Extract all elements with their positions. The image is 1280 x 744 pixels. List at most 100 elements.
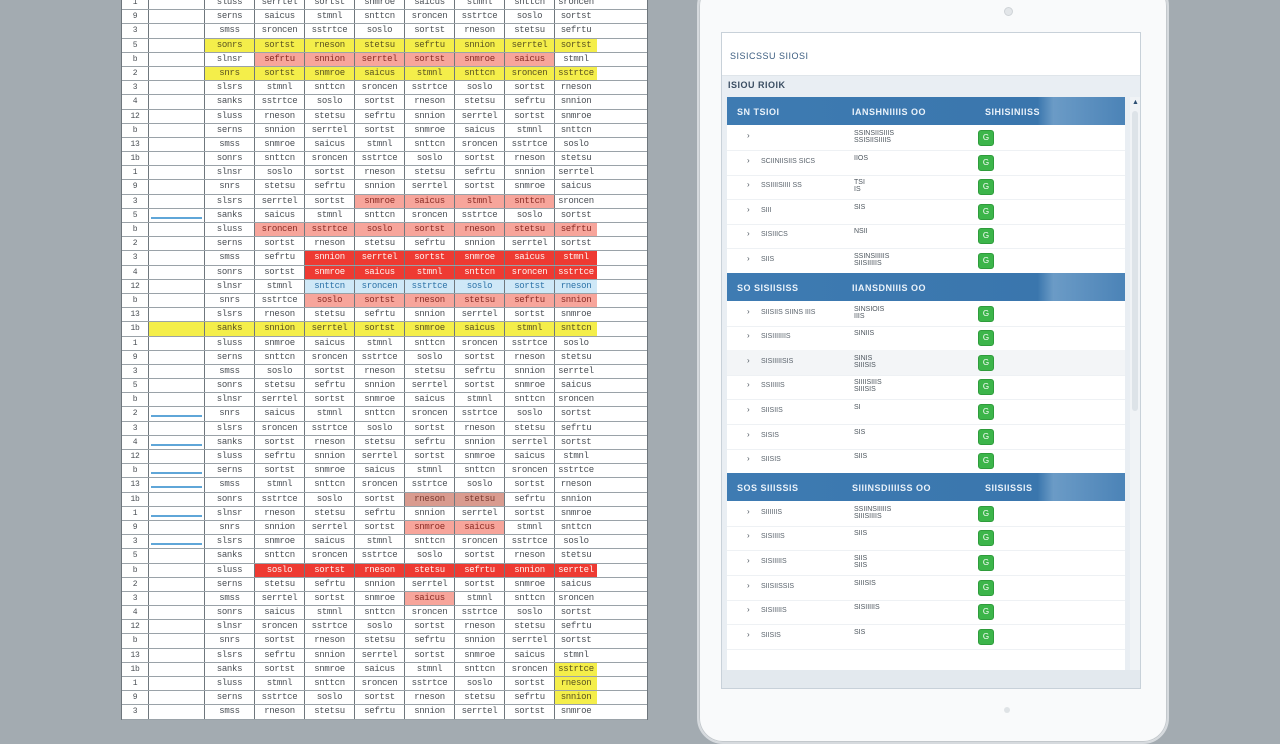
sheet-cell[interactable]: stmnl [405,464,455,477]
sheet-cell[interactable]: sefrtu [255,251,305,264]
sheet-cell[interactable] [149,521,205,534]
sheet-cell[interactable]: snrs [205,634,255,647]
sheet-cell[interactable]: sortst [255,663,305,676]
sheet-cell[interactable] [149,53,205,66]
sheet-cell[interactable]: 13 [122,649,149,662]
sheet-cell[interactable]: soslo [455,677,505,690]
sheet-cell[interactable]: sortst [505,308,555,321]
sheet-cell[interactable]: sortst [355,521,405,534]
sheet-cell[interactable]: stmnl [255,478,305,491]
status-badge-icon[interactable]: G [978,379,994,395]
sheet-cell[interactable] [149,705,205,718]
sheet-cell[interactable]: snrs [205,67,255,80]
sheet-cell[interactable] [149,95,205,108]
sheet-cell[interactable] [149,379,205,392]
sheet-cell[interactable] [149,152,205,165]
sheet-cell[interactable]: snttcn [305,280,355,293]
sheet-cell[interactable]: saicus [255,606,305,619]
sheet-cell[interactable]: serrtel [555,564,597,577]
sheet-cell[interactable]: snmroe [455,649,505,662]
sheet-cell[interactable]: snttcn [505,0,555,9]
sheet-cell[interactable]: rneson [305,436,355,449]
sheet-cell[interactable]: snnion [505,166,555,179]
sheet-cell[interactable]: 1 [122,166,149,179]
sheet-cell[interactable]: sortst [255,39,305,52]
chevron-right-icon[interactable]: › [747,156,750,165]
chevron-right-icon[interactable]: › [747,430,750,439]
sheet-cell[interactable] [149,407,205,420]
sheet-cell[interactable]: snnion [255,521,305,534]
sheet-cell[interactable]: stmnl [555,649,597,662]
status-badge-icon[interactable]: G [978,404,994,420]
sheet-cell[interactable]: stmnl [305,10,355,23]
sheet-cell[interactable]: serns [205,691,255,704]
sheet-cell[interactable]: rneson [505,152,555,165]
status-badge-icon[interactable]: G [978,453,994,469]
status-badge-icon[interactable]: G [978,155,994,171]
sheet-cell[interactable]: snttcn [505,592,555,605]
sheet-cell[interactable]: serrtel [455,705,505,718]
sheet-cell[interactable]: snnion [405,507,455,520]
sheet-cell[interactable]: sefrtu [505,493,555,506]
sheet-cell[interactable] [149,280,205,293]
status-badge-icon[interactable]: G [978,580,994,596]
sheet-cell[interactable]: soslo [405,549,455,562]
status-badge-icon[interactable]: G [978,555,994,571]
sheet-cell[interactable]: serns [205,464,255,477]
sheet-cell[interactable]: stmnl [405,67,455,80]
sheet-cell[interactable] [149,663,205,676]
sheet-cell[interactable]: sroncen [305,152,355,165]
sheet-cell[interactable]: sluss [205,677,255,690]
sheet-cell[interactable]: 2 [122,67,149,80]
sheet-cell[interactable]: rneson [505,549,555,562]
sheet-cell[interactable]: snnion [305,251,355,264]
sheet-cell[interactable]: serrtel [255,0,305,9]
sheet-cell[interactable]: rneson [255,308,305,321]
sheet-cell[interactable]: 1 [122,337,149,350]
sheet-cell[interactable]: sroncen [455,337,505,350]
sheet-cell[interactable]: saicus [405,393,455,406]
sheet-cell[interactable]: sstrtce [355,549,405,562]
sheet-cell[interactable]: sluss [205,337,255,350]
sheet-cell[interactable]: slnsr [205,620,255,633]
sheet-cell[interactable]: saicus [305,535,355,548]
sheet-cell[interactable]: soslo [305,294,355,307]
sheet-cell[interactable]: soslo [355,620,405,633]
sheet-cell[interactable]: sroncen [355,280,405,293]
sheet-cell[interactable]: snnion [355,180,405,193]
sheet-cell[interactable] [149,195,205,208]
sheet-cell[interactable]: saicus [455,124,505,137]
sheet-cell[interactable]: serrtel [355,649,405,662]
sheet-cell[interactable]: sortst [555,237,597,250]
sheet-cell[interactable]: 3 [122,422,149,435]
sheet-cell[interactable]: sluss [205,223,255,236]
sheet-cell[interactable]: rneson [455,24,505,37]
sheet-cell[interactable]: 12 [122,280,149,293]
sheet-cell[interactable]: sortst [505,507,555,520]
sheet-cell[interactable]: b [122,393,149,406]
sheet-cell[interactable]: sroncen [355,677,405,690]
sheet-cell[interactable]: sanks [205,663,255,676]
sheet-cell[interactable]: stetsu [355,634,405,647]
sheet-cell[interactable]: sefrtu [305,180,355,193]
sheet-cell[interactable]: snttcn [255,351,305,364]
sheet-cell[interactable]: soslo [305,691,355,704]
sheet-cell[interactable]: soslo [505,407,555,420]
sheet-cell[interactable] [149,450,205,463]
sheet-cell[interactable]: sortst [305,166,355,179]
sheet-cell[interactable] [149,578,205,591]
sheet-cell[interactable] [149,0,205,9]
sheet-cell[interactable]: snmroe [405,322,455,335]
sheet-cell[interactable]: rneson [455,620,505,633]
sheet-cell[interactable]: slsrs [205,81,255,94]
sheet-cell[interactable]: sefrtu [405,237,455,250]
sheet-cell[interactable] [149,308,205,321]
sheet-cell[interactable]: soslo [405,152,455,165]
sheet-cell[interactable]: soslo [255,564,305,577]
sheet-cell[interactable]: sortst [555,209,597,222]
sheet-cell[interactable]: sortst [405,53,455,66]
